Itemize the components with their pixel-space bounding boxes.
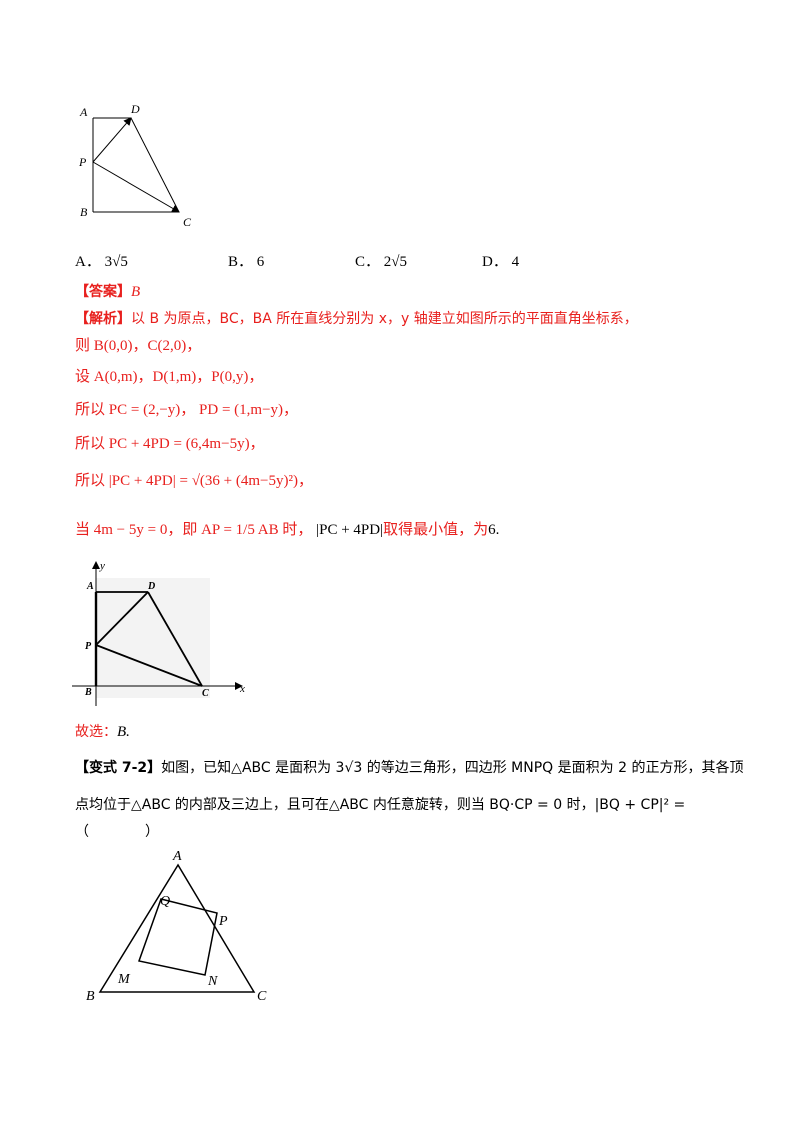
analysis-line-1: 则 B(0,0)，C(2,0)， (75, 336, 201, 356)
fig3-label-n: N (207, 974, 218, 989)
fig2-label-b: B (84, 687, 92, 698)
fig1-label-p: P (78, 155, 87, 169)
analysis-line-5: 所以 |PC + 4PD| = √(36 + (4m−5y)²)， (75, 471, 313, 491)
fig1-label-d: D (130, 102, 140, 116)
fig2-label-x: x (239, 683, 245, 695)
fig1-label-b: B (80, 205, 88, 219)
fig3-label-q: Q (160, 894, 170, 909)
figure-1: A D P B C (75, 100, 205, 235)
option-c[interactable]: C． 2√5 (355, 250, 407, 271)
variant-line-3: （ ） (75, 822, 159, 842)
answer-line: 【答案】B (75, 282, 140, 302)
analysis-line-2: 设 A(0,m)，D(1,m)，P(0,y)， (75, 367, 263, 387)
option-b[interactable]: B． 6 (228, 250, 264, 271)
option-d-value: 4 (512, 254, 520, 270)
option-c-value: 2√5 (384, 254, 407, 270)
analysis-line-4: 所以 PC + 4PD = (6,4m−5y)， (75, 434, 265, 454)
fig1-label-a: A (79, 105, 88, 119)
figure-3: A Q P M N B C (80, 845, 280, 1005)
fig3-label-m: M (117, 972, 131, 987)
fig3-label-c: C (257, 989, 267, 1004)
analysis-line-6: 当 4m − 5y = 0，即 AP = 1/5 AB 时， |PC + 4PD… (75, 520, 499, 540)
analysis-intro: 【解析】以 B 为原点，BC，BA 所在直线分别为 x，y 轴建立如图所示的平面… (75, 309, 638, 329)
option-a[interactable]: A． 3√5 (75, 250, 128, 271)
option-d[interactable]: D． 4 (482, 250, 519, 271)
variant-line-2: 点均位于△ABC 的内部及三边上，且可在△ABC 内任意旋转，则当 BQ·CP … (75, 795, 685, 815)
figure-2: y A D P B C x (72, 558, 252, 708)
fig3-label-a: A (172, 849, 182, 864)
fig3-label-p: P (218, 914, 228, 929)
fig3-label-b: B (86, 989, 95, 1004)
option-b-value: 6 (257, 254, 265, 270)
fig2-label-p: P (85, 641, 92, 652)
variant-line-1: 【变式 7-2】如图，已知△ABC 是面积为 3√3 的等边三角形，四边形 MN… (75, 758, 743, 779)
option-a-value: 3√5 (105, 254, 128, 270)
answer-value: B (131, 284, 140, 300)
fig2-label-y: y (99, 560, 105, 572)
analysis-line-3: 所以 PC = (2,−y)， PD = (1,m−y)， (75, 400, 298, 420)
fig2-label-d: D (147, 581, 155, 592)
choice-line: 故选：B. (75, 722, 130, 742)
fig2-label-c: C (202, 688, 209, 699)
fig1-label-c: C (183, 215, 192, 229)
fig2-label-a: A (86, 581, 94, 592)
